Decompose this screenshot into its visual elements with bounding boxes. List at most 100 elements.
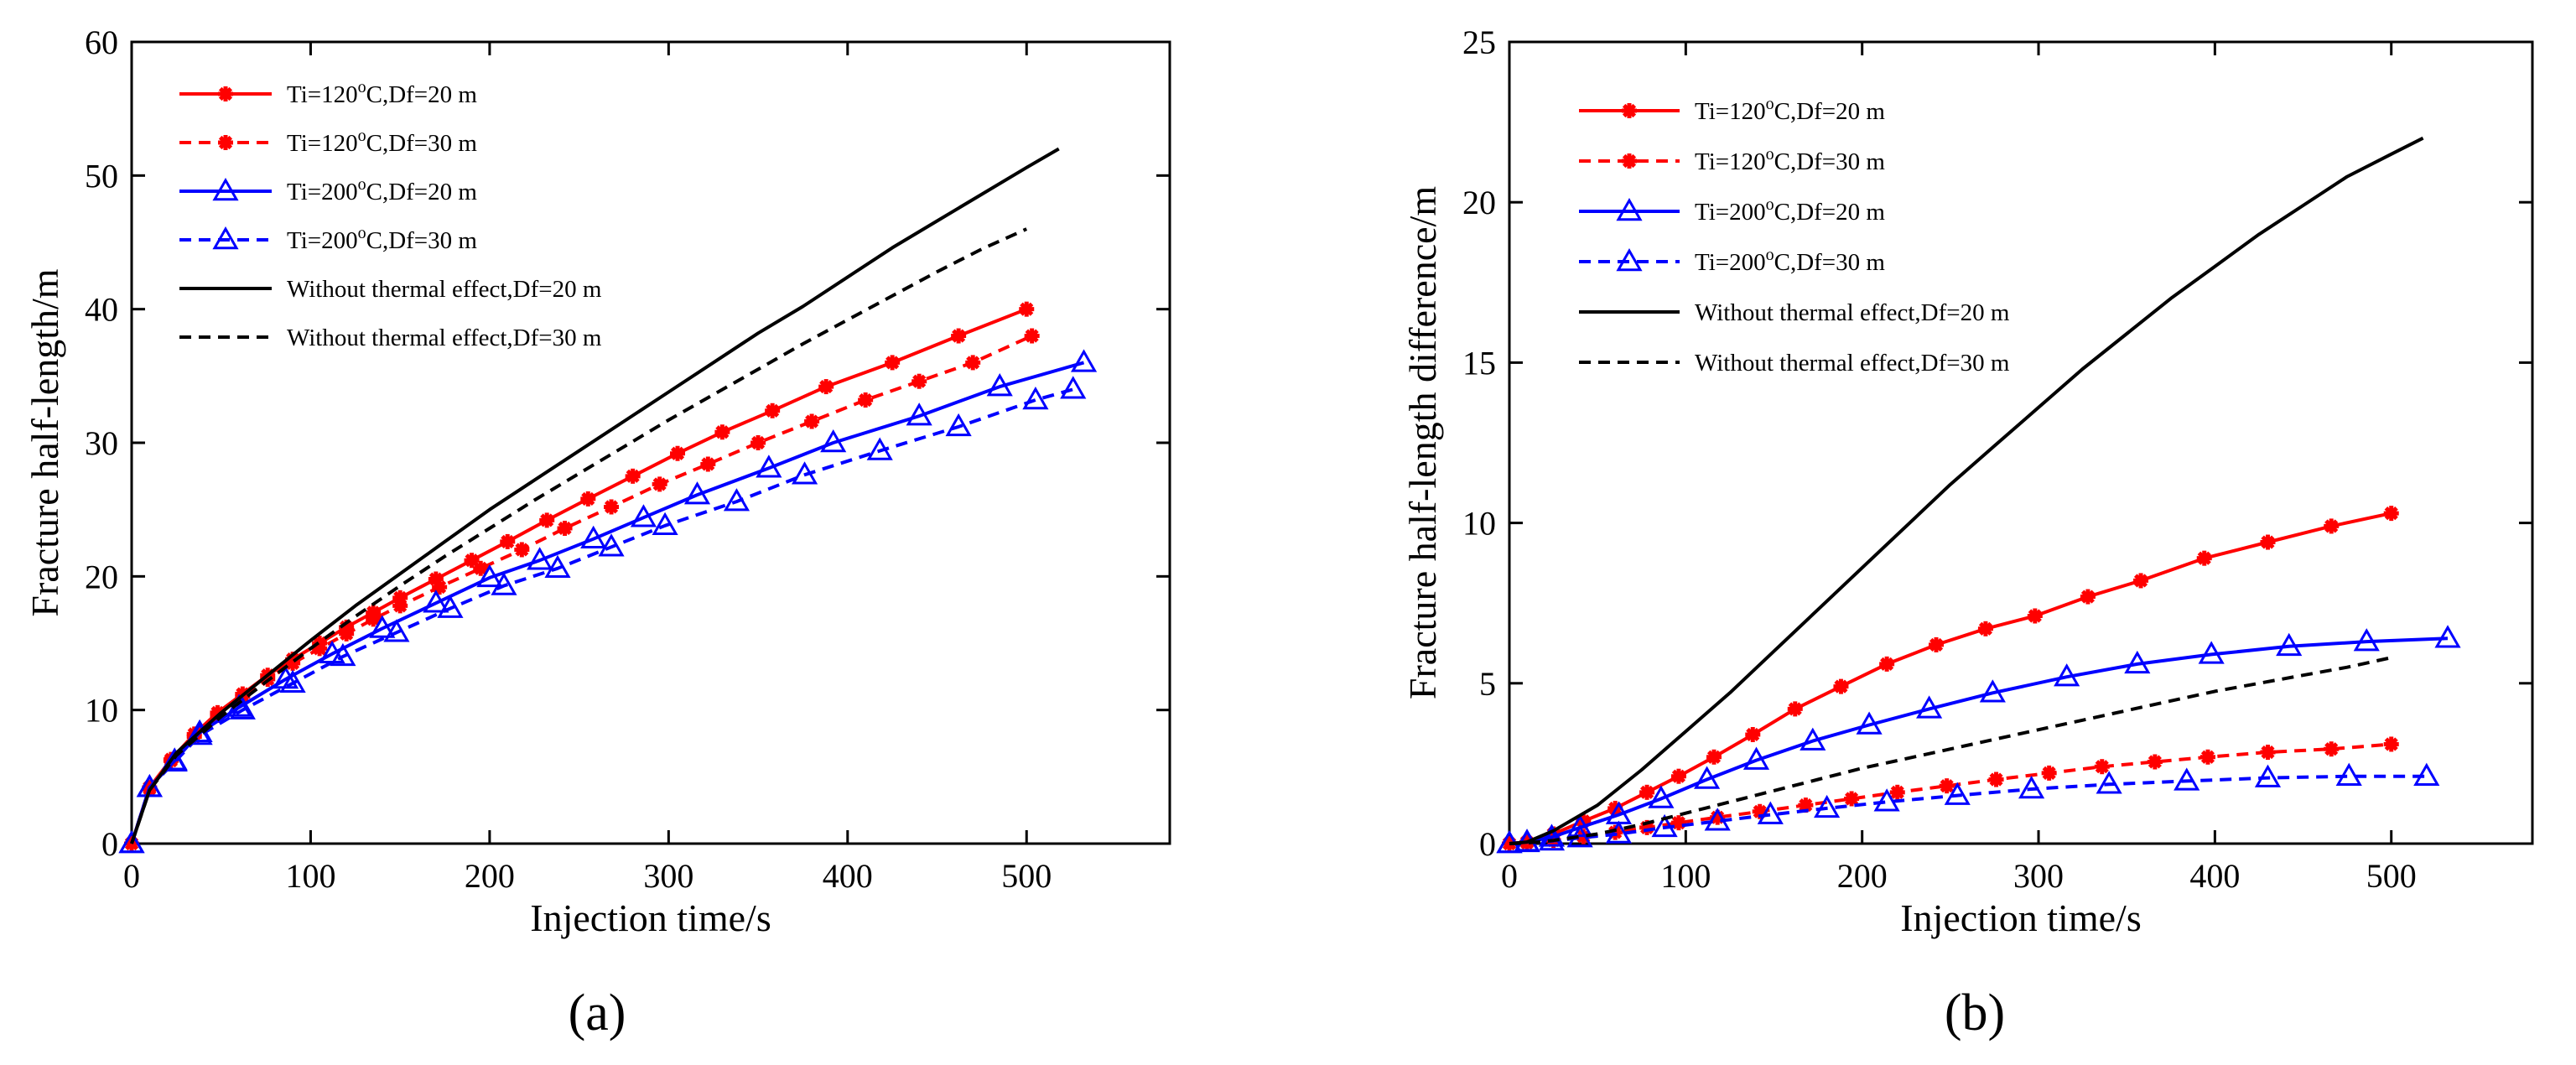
- data-point-asterisk: [2027, 608, 2043, 624]
- data-point-asterisk: [1977, 621, 1993, 636]
- data-point-asterisk: [2383, 506, 2399, 522]
- data-point-asterisk: [714, 424, 730, 440]
- data-point-triangle: [1944, 782, 1971, 805]
- series-1: [1502, 736, 2399, 851]
- data-point-asterisk: [339, 626, 355, 642]
- panel-b: 0 100 200 300 400 500 0 5 10 15 20 25 Injection time…: [1401, 23, 2534, 1042]
- y-axis-label: Fracture half-length/m: [23, 268, 66, 616]
- panel-label: (a): [569, 984, 626, 1042]
- series-3: [118, 376, 1087, 854]
- y-tick-label: 60: [85, 23, 118, 61]
- legend-entry: Without thermal effect,Df=20 m: [1579, 299, 2010, 326]
- data-point-asterisk: [2260, 534, 2276, 550]
- data-point-asterisk: [218, 86, 233, 101]
- data-point-asterisk: [625, 468, 641, 484]
- legend-entry: Ti=120oC,Df=30 m: [179, 127, 477, 157]
- data-point-asterisk: [514, 542, 530, 558]
- series-line: [1509, 656, 2392, 845]
- legend-label-sup: o: [1766, 95, 1774, 113]
- data-point-asterisk: [2080, 589, 2096, 605]
- data-point-triangle: [423, 590, 449, 613]
- series-line: [130, 227, 1028, 844]
- data-point-triangle: [279, 669, 306, 694]
- legend-label: Without thermal effect,Df=30 m: [287, 325, 602, 351]
- data-point-asterisk: [1622, 153, 1637, 169]
- legend-label-sup: o: [1766, 246, 1774, 264]
- data-point-triangle: [866, 437, 893, 460]
- x-axis-label: Injection time/s: [530, 896, 771, 939]
- legend-label: Ti=200oC,Df=30 m: [287, 224, 477, 254]
- legend-label-rest: C,Df=30 m: [366, 130, 478, 157]
- data-point-triangle: [2054, 663, 2080, 687]
- legend-label-rest: C,Df=30 m: [1774, 148, 1886, 175]
- data-point-triangle: [1060, 376, 1087, 399]
- data-point-asterisk: [2094, 759, 2110, 775]
- data-point-asterisk: [2260, 745, 2276, 761]
- data-point-triangle: [1873, 788, 1900, 812]
- data-point-triangle: [272, 665, 299, 689]
- data-point-asterisk: [1706, 749, 1722, 765]
- data-point-triangle: [1616, 247, 1643, 272]
- data-point-asterisk: [1929, 636, 1945, 652]
- legend-entry: Ti=120oC,Df=20 m: [1579, 95, 1885, 125]
- x-tick-label: 200: [465, 857, 515, 895]
- x-tick-label: 0: [123, 857, 140, 895]
- legend-label: Ti=120oC,Df=20 m: [287, 78, 477, 108]
- data-point-triangle: [652, 512, 678, 536]
- y-tick-label: 40: [85, 291, 118, 329]
- data-point-triangle: [1704, 808, 1731, 831]
- data-point-asterisk: [965, 355, 981, 371]
- data-point-asterisk: [1939, 778, 1955, 794]
- series-line: [1509, 136, 2424, 845]
- data-point-asterisk: [1787, 701, 1803, 717]
- data-point-asterisk: [557, 520, 573, 536]
- data-point-triangle: [580, 525, 607, 548]
- data-point-triangle: [1605, 820, 1632, 844]
- y-tick-label: 5: [1479, 665, 1496, 703]
- series-0: [124, 301, 1035, 851]
- legend-label-main: Without thermal effect,Df=20 m: [287, 276, 602, 303]
- data-point-asterisk: [2324, 741, 2340, 757]
- data-point-triangle: [1814, 794, 1841, 818]
- data-point-asterisk: [2196, 550, 2212, 566]
- data-point-asterisk: [1988, 771, 2004, 787]
- data-point-triangle: [683, 481, 711, 505]
- data-point-triangle: [1566, 813, 1593, 838]
- legend-entry: Without thermal effect,Df=30 m: [1579, 350, 2010, 377]
- legend-label-sup: o: [358, 78, 366, 96]
- data-point-triangle: [723, 488, 750, 512]
- legend-label: Ti=120oC,Df=30 m: [287, 127, 477, 157]
- legend-label-main: Without thermal effect,Df=30 m: [287, 325, 602, 351]
- legend-label-main: Without thermal effect,Df=30 m: [1695, 350, 2010, 377]
- data-point-triangle: [476, 564, 503, 588]
- legend-label-main: Ti=200: [1695, 249, 1766, 276]
- data-point-triangle: [1070, 349, 1098, 372]
- data-point-triangle: [906, 403, 932, 426]
- y-tick-label: 50: [85, 157, 118, 195]
- data-point-asterisk: [1889, 784, 1905, 800]
- data-point-asterisk: [1024, 328, 1040, 344]
- series-line: [130, 361, 1085, 844]
- legend-label-main: Ti=200: [287, 179, 358, 205]
- data-point-asterisk: [670, 445, 686, 461]
- legend-label-rest: C,Df=30 m: [1774, 249, 1886, 276]
- data-point-triangle: [186, 721, 213, 746]
- data-point-asterisk: [2324, 518, 2340, 534]
- data-point-triangle: [2018, 775, 2045, 799]
- data-point-triangle: [2096, 771, 2122, 794]
- data-point-asterisk: [1879, 656, 1895, 672]
- legend-label: Ti=200oC,Df=20 m: [1695, 195, 1885, 226]
- series-line: [1509, 636, 2449, 845]
- data-point-triangle: [118, 829, 145, 854]
- data-point-triangle: [598, 533, 625, 557]
- x-tick-label: 200: [1837, 857, 1888, 895]
- series-line: [130, 387, 1074, 844]
- legend-label-main: Ti=120: [1695, 148, 1766, 175]
- data-point-asterisk: [473, 560, 489, 576]
- data-point-asterisk: [218, 135, 233, 150]
- data-point-asterisk: [1639, 784, 1655, 800]
- y-tick-label: 0: [1479, 825, 1496, 863]
- legend-label-sup: o: [358, 175, 366, 194]
- y-tick-label: 25: [1462, 23, 1496, 61]
- data-point-triangle: [1616, 197, 1643, 221]
